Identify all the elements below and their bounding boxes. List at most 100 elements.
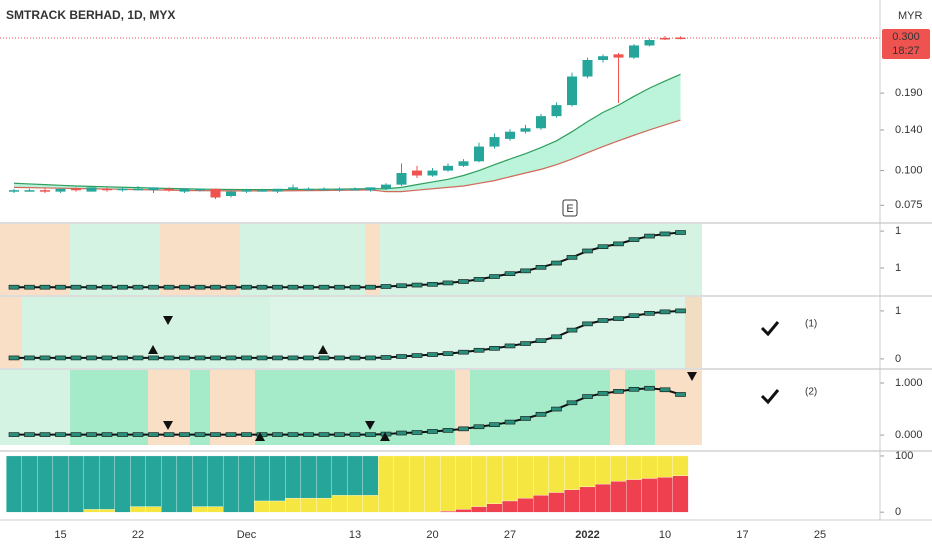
- candle-body: [489, 137, 500, 147]
- stacked-bar: [595, 455, 611, 485]
- stacked-bar: [347, 495, 363, 513]
- stacked-bar: [362, 455, 379, 496]
- indicator-box: [24, 355, 35, 361]
- indicator-box: [628, 313, 640, 319]
- candle-body: [412, 170, 422, 176]
- indicator-box: [427, 282, 438, 287]
- y-tick-label: 0.100: [895, 164, 923, 176]
- indicator-box: [659, 309, 671, 315]
- indicator-box: [613, 241, 624, 247]
- stacked-bar: [68, 455, 84, 513]
- indicator-box: [86, 284, 97, 290]
- indicator-box: [597, 318, 609, 323]
- stacked-bar: [285, 497, 301, 513]
- stacked-bar: [471, 455, 487, 507]
- indicator-box: [566, 400, 578, 406]
- y-tick-label: 0.000: [895, 429, 923, 441]
- indicator-box: [163, 355, 175, 361]
- indicator-box: [55, 284, 66, 290]
- candle-body: [505, 131, 515, 139]
- candle-body: [40, 190, 50, 192]
- pane-note: (1): [805, 319, 817, 330]
- stacked-bar: [331, 455, 348, 496]
- signal-triangle: [687, 372, 697, 381]
- stacked-bar: [548, 455, 565, 493]
- x-tick-label: Dec: [237, 529, 257, 541]
- y-tick-label: 0.190: [895, 87, 923, 99]
- stacked-bar: [440, 510, 456, 513]
- y-tick-label: 0: [895, 506, 901, 518]
- cloud-fill: [14, 74, 681, 192]
- indicator-box: [194, 284, 206, 290]
- zone: [0, 224, 70, 295]
- indicator-box: [163, 284, 175, 290]
- candle-body: [567, 76, 577, 106]
- indicator-box: [659, 231, 671, 237]
- indicator-box: [473, 424, 485, 430]
- indicator-box: [8, 355, 20, 361]
- indicator-box: [396, 430, 407, 436]
- stacked-bar: [347, 455, 363, 496]
- countdown: 18:27: [892, 45, 920, 57]
- indicator-box: [210, 355, 221, 361]
- zone: [685, 297, 702, 368]
- stacked-bar: [269, 500, 286, 513]
- y-tick-label: 0: [895, 353, 901, 365]
- candle-body: [427, 170, 438, 176]
- stacked-bar: [610, 481, 627, 513]
- indicator-box: [411, 282, 423, 288]
- indicator-box: [675, 230, 686, 235]
- indicator-box: [303, 355, 314, 361]
- indicator-box: [101, 284, 113, 290]
- indicator-box: [489, 422, 500, 427]
- indicator-box: [256, 284, 268, 290]
- candle-body: [195, 188, 205, 191]
- candle-body: [288, 187, 298, 189]
- candle-body: [133, 188, 143, 191]
- indicator-box: [194, 432, 206, 437]
- indicator-box: [24, 432, 35, 437]
- zone: [470, 370, 610, 445]
- signal-triangle: [380, 432, 390, 441]
- candle-body: [458, 161, 469, 166]
- indicator-box: [489, 346, 500, 351]
- signal-triangle: [163, 316, 173, 325]
- indicator-box: [163, 432, 175, 437]
- candle-body: [319, 188, 329, 191]
- indicator-box: [148, 432, 159, 437]
- stacked-bar: [579, 455, 596, 488]
- stacked-bar: [517, 455, 534, 499]
- indicator-box: [287, 355, 299, 361]
- indicator-box: [473, 347, 485, 353]
- indicator-box: [504, 271, 516, 277]
- candle-body: [474, 146, 484, 162]
- indicator-box: [70, 355, 82, 361]
- candle-body: [644, 40, 655, 46]
- stacked-bar: [533, 455, 549, 496]
- indicator-box: [55, 432, 66, 437]
- indicator-box: [39, 355, 51, 361]
- moving-average: [13, 73, 681, 191]
- stacked-bar: [130, 455, 146, 507]
- indicator-box: [256, 355, 268, 361]
- stacked-bar: [455, 509, 472, 513]
- stacked-bar: [548, 492, 565, 513]
- stacked-bar: [641, 478, 658, 513]
- indicator-box: [210, 432, 221, 437]
- indicator-box: [8, 432, 20, 437]
- indicator-box: [458, 349, 469, 355]
- stacked-bar: [269, 455, 286, 502]
- indicator-box: [628, 386, 640, 392]
- candle-body: [117, 188, 128, 191]
- indicator-box: [396, 354, 407, 359]
- stacked-bar: [21, 455, 38, 513]
- indicator-box: [101, 355, 113, 361]
- indicator-box: [318, 432, 330, 437]
- signal-triangle: [365, 421, 375, 430]
- stacked-bar: [409, 455, 425, 513]
- candle-body: [350, 188, 360, 191]
- indicator-box: [644, 233, 655, 239]
- check-icon: [760, 321, 780, 337]
- stacked-bar: [114, 455, 131, 513]
- stacked-bar: [672, 455, 689, 476]
